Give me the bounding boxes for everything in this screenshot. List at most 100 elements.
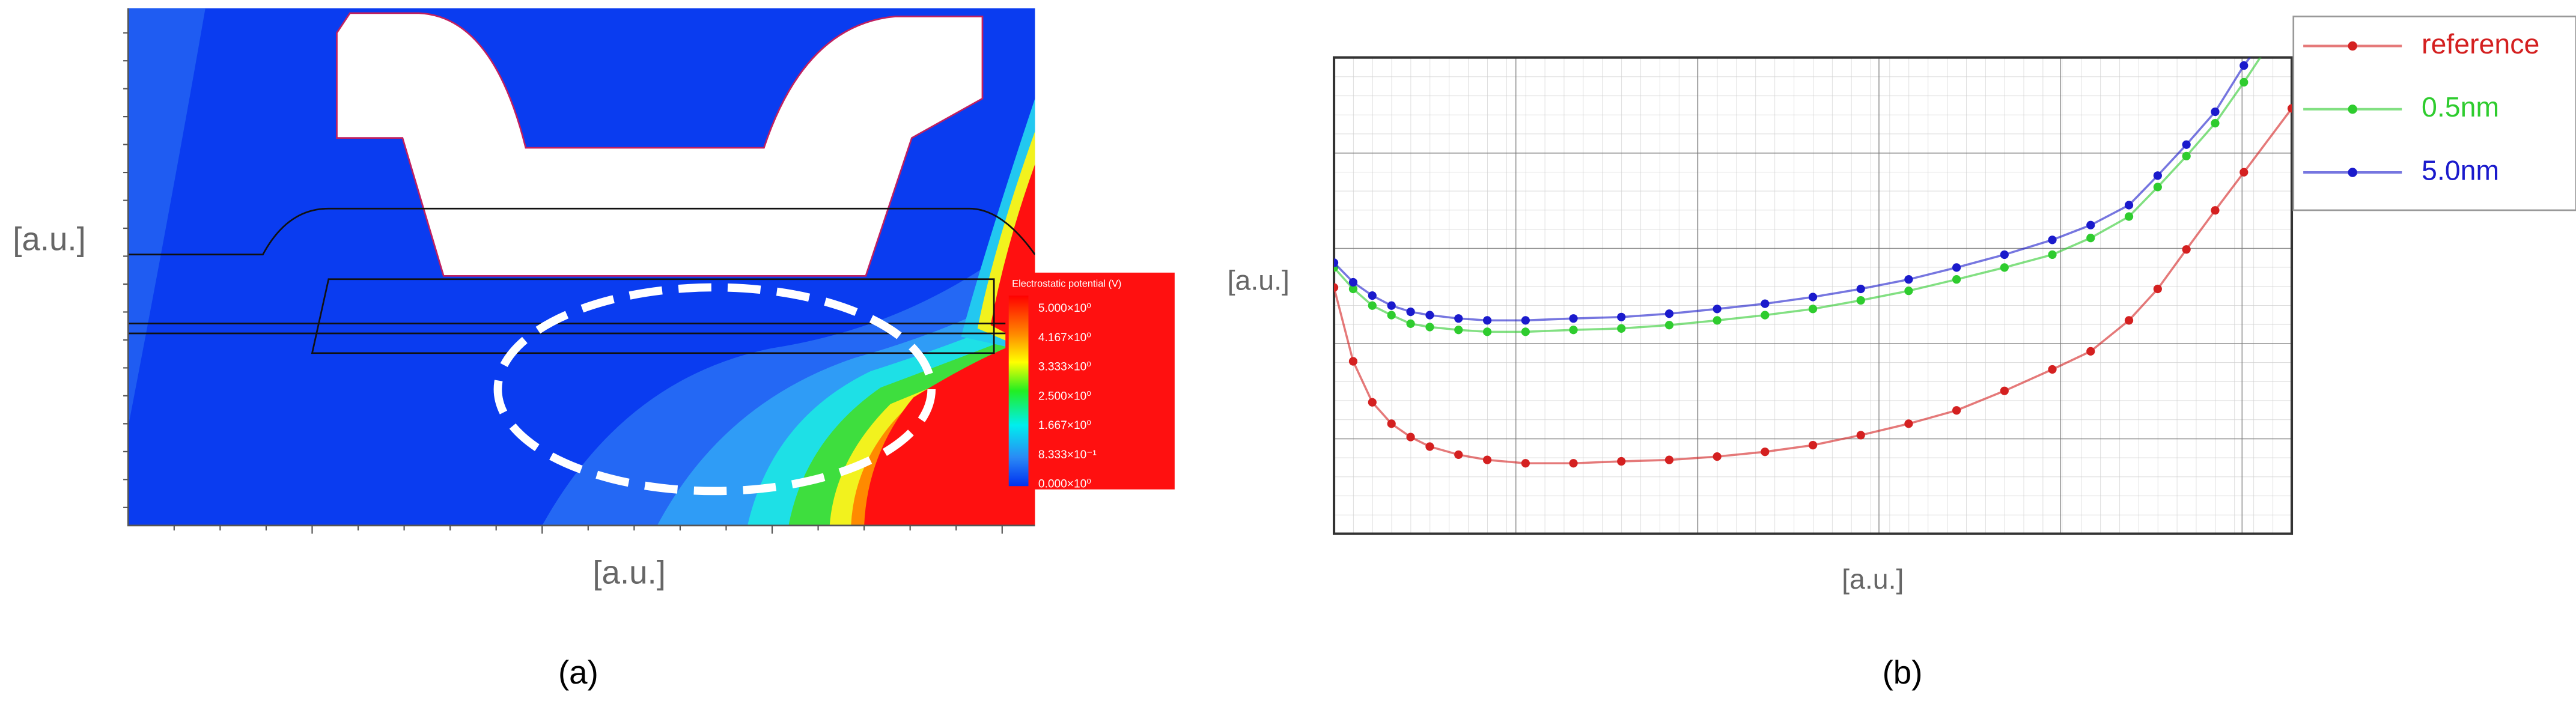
data-point xyxy=(1334,283,1339,292)
data-point xyxy=(2000,386,2009,395)
data-point xyxy=(1348,284,1358,294)
data-point xyxy=(1904,419,1913,428)
data-point xyxy=(2124,201,2134,210)
panel-b: reference 0.5nm 5.0nm [a.u.] [a.u.] (b) xyxy=(1228,0,2576,691)
data-point xyxy=(1617,312,1626,321)
data-point xyxy=(2240,168,2249,177)
data-point xyxy=(1617,324,1626,333)
data-point xyxy=(2086,347,2095,356)
data-point xyxy=(1482,316,1492,325)
legend-marker xyxy=(2348,105,2357,114)
data-point xyxy=(1856,296,1865,305)
data-point xyxy=(1425,323,1434,332)
data-point xyxy=(1808,305,1818,314)
data-point xyxy=(1664,321,1674,330)
data-point xyxy=(1521,459,1530,468)
data-point xyxy=(1569,314,1578,323)
data-point xyxy=(1387,311,1396,320)
legend-label: reference xyxy=(2422,28,2539,59)
data-point xyxy=(2086,220,2095,229)
data-point xyxy=(2288,0,2296,5)
data-point xyxy=(1856,431,1865,440)
data-point xyxy=(2211,107,2220,117)
colorbar-label: 3.333×10⁰ xyxy=(1038,361,1091,374)
legend xyxy=(2292,15,2576,211)
data-point xyxy=(2211,206,2220,215)
panel-a: Electrostatic potential (V) 5.000×10⁰ 4.1… xyxy=(13,8,1175,691)
data-point xyxy=(1952,275,1961,284)
data-point xyxy=(1387,301,1396,310)
data-point xyxy=(1521,327,1530,336)
data-point xyxy=(1664,309,1674,318)
data-point xyxy=(2240,61,2249,70)
data-point xyxy=(2153,284,2162,294)
y-axis-label: [a.u.] xyxy=(13,220,86,257)
data-point xyxy=(2000,263,2009,272)
data-point xyxy=(1387,419,1396,428)
data-point xyxy=(1761,448,1770,457)
data-point xyxy=(1904,275,1913,284)
data-point xyxy=(1713,316,1722,325)
data-point xyxy=(2086,234,2095,243)
caption: (a) xyxy=(558,654,598,691)
legend-label: 0.5nm xyxy=(2422,91,2499,123)
data-point xyxy=(2048,250,2057,259)
data-point xyxy=(1664,455,1674,464)
data-point xyxy=(2287,104,2292,113)
data-point xyxy=(1454,326,1463,335)
legend-label: 5.0nm xyxy=(2422,154,2499,186)
data-point xyxy=(1348,278,1358,287)
data-point xyxy=(1904,287,1913,296)
colorbar-panel xyxy=(1005,272,1175,490)
data-point xyxy=(1368,291,1377,300)
data-point xyxy=(1454,450,1463,460)
data-point xyxy=(1761,311,1770,320)
data-point xyxy=(1454,314,1463,323)
data-point xyxy=(1856,284,1865,294)
data-point xyxy=(1482,455,1492,464)
colorbar-label: 4.167×10⁰ xyxy=(1038,332,1091,344)
colorbar-label: 0.000×10⁰ xyxy=(1038,478,1091,491)
data-point xyxy=(2124,316,2134,325)
colorbar-label: 5.000×10⁰ xyxy=(1038,302,1091,315)
data-point xyxy=(2182,245,2191,254)
colorbar-label: 2.500×10⁰ xyxy=(1038,390,1091,402)
data-point xyxy=(1334,258,1339,267)
data-point xyxy=(1368,398,1377,407)
data-point xyxy=(2182,140,2191,149)
data-point xyxy=(2000,250,2009,259)
data-point xyxy=(1521,316,1530,325)
data-point xyxy=(1617,457,1626,466)
colorbar-title: Electrostatic potential (V) xyxy=(1012,278,1121,289)
data-point xyxy=(1713,305,1722,314)
x-axis-label: [a.u.] xyxy=(592,553,666,590)
data-point xyxy=(1713,452,1722,461)
plot-frame xyxy=(1333,56,2294,535)
axis-ticks xyxy=(123,32,1003,534)
data-point xyxy=(1569,459,1578,468)
data-point xyxy=(1425,442,1434,451)
data-point xyxy=(1482,327,1492,336)
data-point xyxy=(1406,319,1415,329)
data-point xyxy=(1761,299,1770,308)
colorbar xyxy=(1008,296,1029,487)
data-point xyxy=(2153,183,2162,192)
data-point xyxy=(1569,326,1578,335)
colorbar-labels: 5.000×10⁰ 4.167×10⁰ 3.333×10⁰ 2.500×10⁰ 1.66… xyxy=(1038,302,1097,491)
legend-items: reference 0.5nm 5.0nm xyxy=(2303,28,2539,186)
data-point xyxy=(1368,301,1377,310)
data-point xyxy=(2288,5,2296,14)
legend-marker xyxy=(2348,168,2357,177)
data-point xyxy=(2124,212,2134,221)
data-point xyxy=(2240,77,2249,87)
data-point xyxy=(1348,357,1358,366)
potential-field xyxy=(128,8,1035,526)
data-point xyxy=(1808,293,1818,302)
data-point xyxy=(1425,311,1434,320)
data-point xyxy=(1808,440,1818,450)
data-point xyxy=(1952,406,1961,415)
caption: (b) xyxy=(1883,654,1923,691)
data-point xyxy=(2048,235,2057,244)
colorbar-label: 8.333×10⁻¹ xyxy=(1038,449,1097,461)
